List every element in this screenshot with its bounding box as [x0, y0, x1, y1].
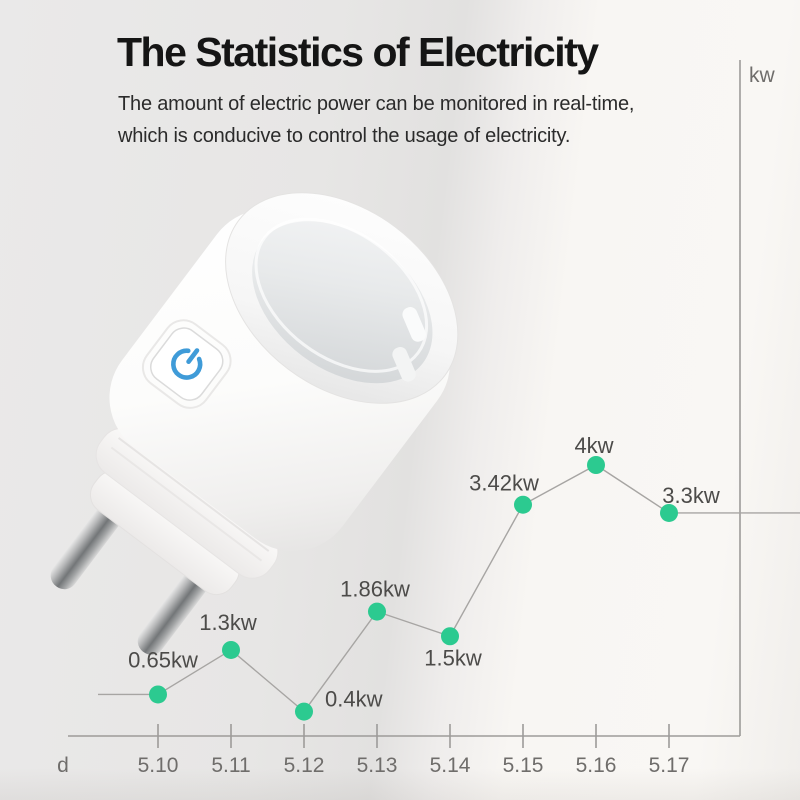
subtitle-line-2: which is conducive to control the usage …: [118, 125, 571, 147]
y-axis-unit-label: kw: [749, 64, 776, 87]
data-point-label: 1.3kw: [199, 610, 257, 635]
data-line: [98, 464, 800, 713]
x-axis-unit-label: d: [57, 754, 69, 777]
data-point-label: 1.5kw: [424, 645, 482, 670]
socket-contact-slot: [402, 307, 426, 342]
x-tick-label: 5.14: [430, 754, 471, 777]
x-tick-label: 5.17: [649, 754, 690, 777]
x-tick-label: 5.16: [576, 754, 617, 777]
data-point-label: 3.42kw: [469, 471, 539, 496]
data-point-label: 4kw: [574, 433, 613, 458]
smart-plug-image: [0, 119, 535, 747]
x-tick-label: 5.15: [503, 754, 544, 777]
x-tick-label: 5.12: [284, 754, 325, 777]
power-icon: [171, 348, 203, 380]
subtitle: The amount of electric power can be moni…: [118, 88, 757, 152]
power-button: [141, 319, 232, 409]
data-point-label: 3.3kw: [662, 483, 720, 508]
x-tick-label: 5.11: [211, 754, 250, 777]
page-title: The Statistics of Electricity: [117, 29, 599, 75]
data-point: [441, 627, 459, 646]
data-point-label: 1.86kw: [340, 577, 410, 602]
data-point-label: 0.65kw: [128, 647, 198, 672]
neck-ridge: [117, 437, 270, 552]
socket-contact-slot: [392, 347, 416, 382]
header: The Statistics of Electricity The amount…: [117, 28, 757, 152]
socket-recess: [252, 221, 433, 384]
data-point: [222, 640, 240, 659]
data-point: [514, 495, 532, 514]
data-point: [660, 503, 678, 522]
smart-plug-illustration: [50, 192, 459, 655]
data-point: [587, 456, 605, 474]
data-point: [368, 602, 386, 621]
plug-pin-left: [50, 498, 126, 590]
x-tick-label: 5.10: [138, 754, 179, 777]
data-point: [295, 702, 313, 721]
subtitle-line-1: The amount of electric power can be moni…: [118, 93, 635, 115]
data-point-label: 0.4kw: [325, 687, 383, 712]
data-point: [149, 685, 167, 704]
x-tick-label: 5.13: [357, 754, 398, 777]
plug-pin-right: [137, 564, 213, 655]
socket-recess-highlight: [254, 217, 429, 373]
neck-ridge: [110, 446, 263, 562]
